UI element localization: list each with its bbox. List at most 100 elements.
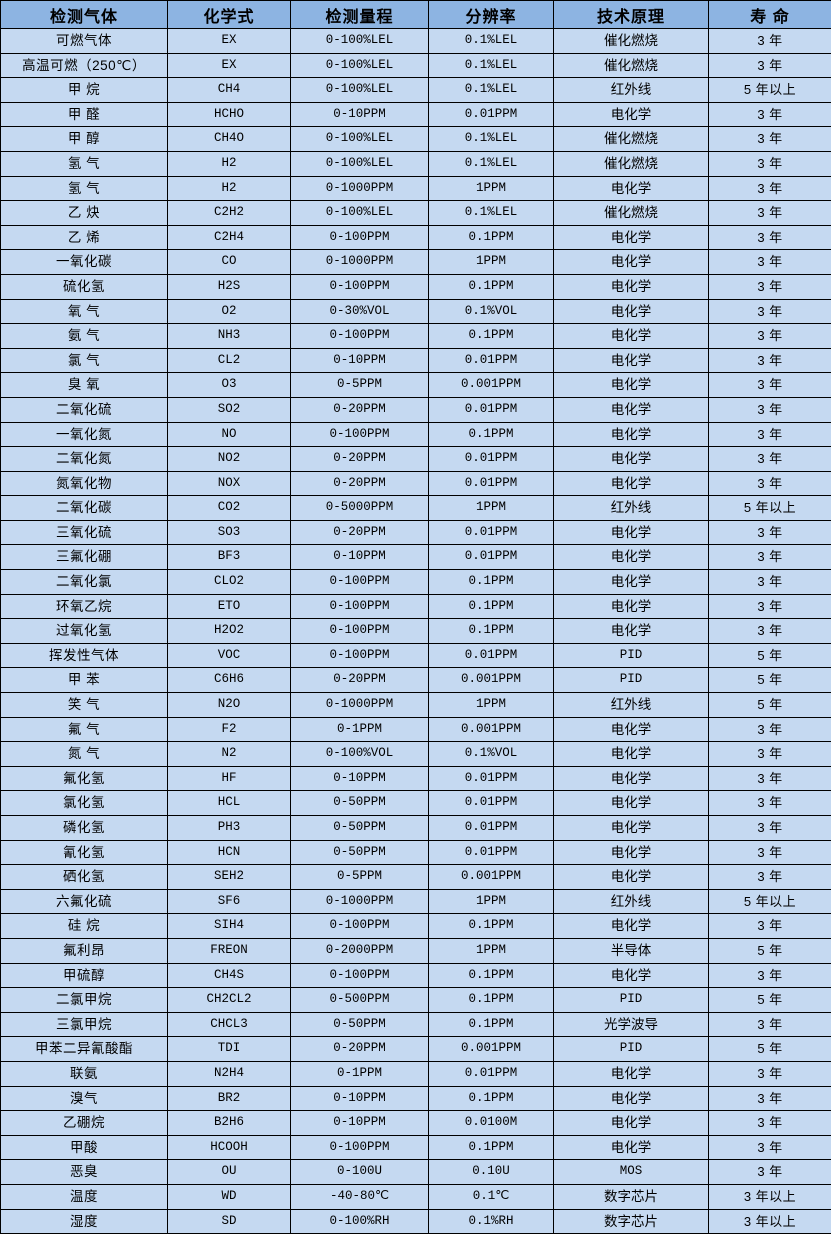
cell-name: 一氧化氮 [1,422,168,447]
cell-life: 5 年以上 [709,496,831,521]
cell-formula: NO [168,422,291,447]
cell-principle: 电化学 [554,422,709,447]
cell-principle: PID [554,988,709,1013]
cell-resolution: 0.001PPM [429,1037,554,1062]
cell-formula: H2 [168,151,291,176]
cell-name: 甲硫醇 [1,963,168,988]
cell-life: 3 年 [709,471,831,496]
cell-name: 乙硼烷 [1,1111,168,1136]
cell-name: 笑 气 [1,693,168,718]
cell-range: 0-100PPM [291,619,429,644]
cell-principle: PID [554,1037,709,1062]
cell-name: 挥发性气体 [1,643,168,668]
cell-resolution: 0.1%VOL [429,742,554,767]
cell-formula: HCOOH [168,1135,291,1160]
cell-resolution: 0.1PPM [429,914,554,939]
cell-range: 0-20PPM [291,1037,429,1062]
cell-formula: FREON [168,938,291,963]
cell-range: 0-50PPM [291,816,429,841]
cell-resolution: 0.1PPM [429,570,554,595]
cell-resolution: 0.01PPM [429,643,554,668]
cell-range: 0-5000PPM [291,496,429,521]
cell-name: 氮氧化物 [1,471,168,496]
cell-formula: CH2CL2 [168,988,291,1013]
cell-name: 氮 气 [1,742,168,767]
cell-formula: ETO [168,594,291,619]
cell-name: 二氧化碳 [1,496,168,521]
cell-name: 硒化氢 [1,865,168,890]
cell-formula: SO3 [168,520,291,545]
cell-formula: CHCL3 [168,1012,291,1037]
cell-formula: C2H2 [168,201,291,226]
cell-range: 0-50PPM [291,1012,429,1037]
cell-name: 甲 苯 [1,668,168,693]
cell-formula: PH3 [168,816,291,841]
column-header-resolution: 分辨率 [429,1,554,29]
cell-life: 5 年以上 [709,78,831,103]
cell-name: 氟利昂 [1,938,168,963]
cell-life: 5 年 [709,643,831,668]
cell-life: 3 年 [709,766,831,791]
cell-name: 环氧乙烷 [1,594,168,619]
cell-formula: HCHO [168,102,291,127]
cell-resolution: 0.01PPM [429,397,554,422]
cell-resolution: 0.01PPM [429,520,554,545]
cell-name: 三氧化硫 [1,520,168,545]
cell-life: 3 年 [709,201,831,226]
cell-range: 0-10PPM [291,766,429,791]
cell-principle: 催化燃烧 [554,29,709,54]
cell-life: 3 年 [709,225,831,250]
cell-formula: B2H6 [168,1111,291,1136]
cell-principle: PID [554,668,709,693]
cell-principle: 电化学 [554,1135,709,1160]
cell-principle: 电化学 [554,274,709,299]
cell-life: 3 年 [709,102,831,127]
cell-life: 3 年 [709,1135,831,1160]
cell-name: 甲 烷 [1,78,168,103]
cell-life: 5 年 [709,988,831,1013]
cell-principle: 电化学 [554,816,709,841]
cell-range: 0-100%LEL [291,29,429,54]
cell-life: 3 年 [709,29,831,54]
cell-principle: 催化燃烧 [554,53,709,78]
cell-resolution: 0.1PPM [429,274,554,299]
cell-range: 0-500PPM [291,988,429,1013]
cell-formula: H2 [168,176,291,201]
cell-life: 5 年 [709,693,831,718]
cell-formula: SD [168,1209,291,1234]
cell-name: 氟 气 [1,717,168,742]
cell-range: 0-5PPM [291,373,429,398]
cell-range: 0-30%VOL [291,299,429,324]
cell-name: 过氧化氢 [1,619,168,644]
cell-resolution: 1PPM [429,889,554,914]
cell-resolution: 0.1%RH [429,1209,554,1234]
cell-formula: WD [168,1184,291,1209]
cell-principle: 电化学 [554,791,709,816]
cell-name: 联氨 [1,1061,168,1086]
cell-range: -40-80℃ [291,1184,429,1209]
cell-formula: C2H4 [168,225,291,250]
cell-range: 0-100PPM [291,914,429,939]
cell-life: 3 年 [709,274,831,299]
cell-name: 氰化氢 [1,840,168,865]
cell-resolution: 0.1PPM [429,963,554,988]
cell-name: 氢 气 [1,151,168,176]
cell-resolution: 0.1%LEL [429,151,554,176]
cell-name: 甲 醇 [1,127,168,152]
